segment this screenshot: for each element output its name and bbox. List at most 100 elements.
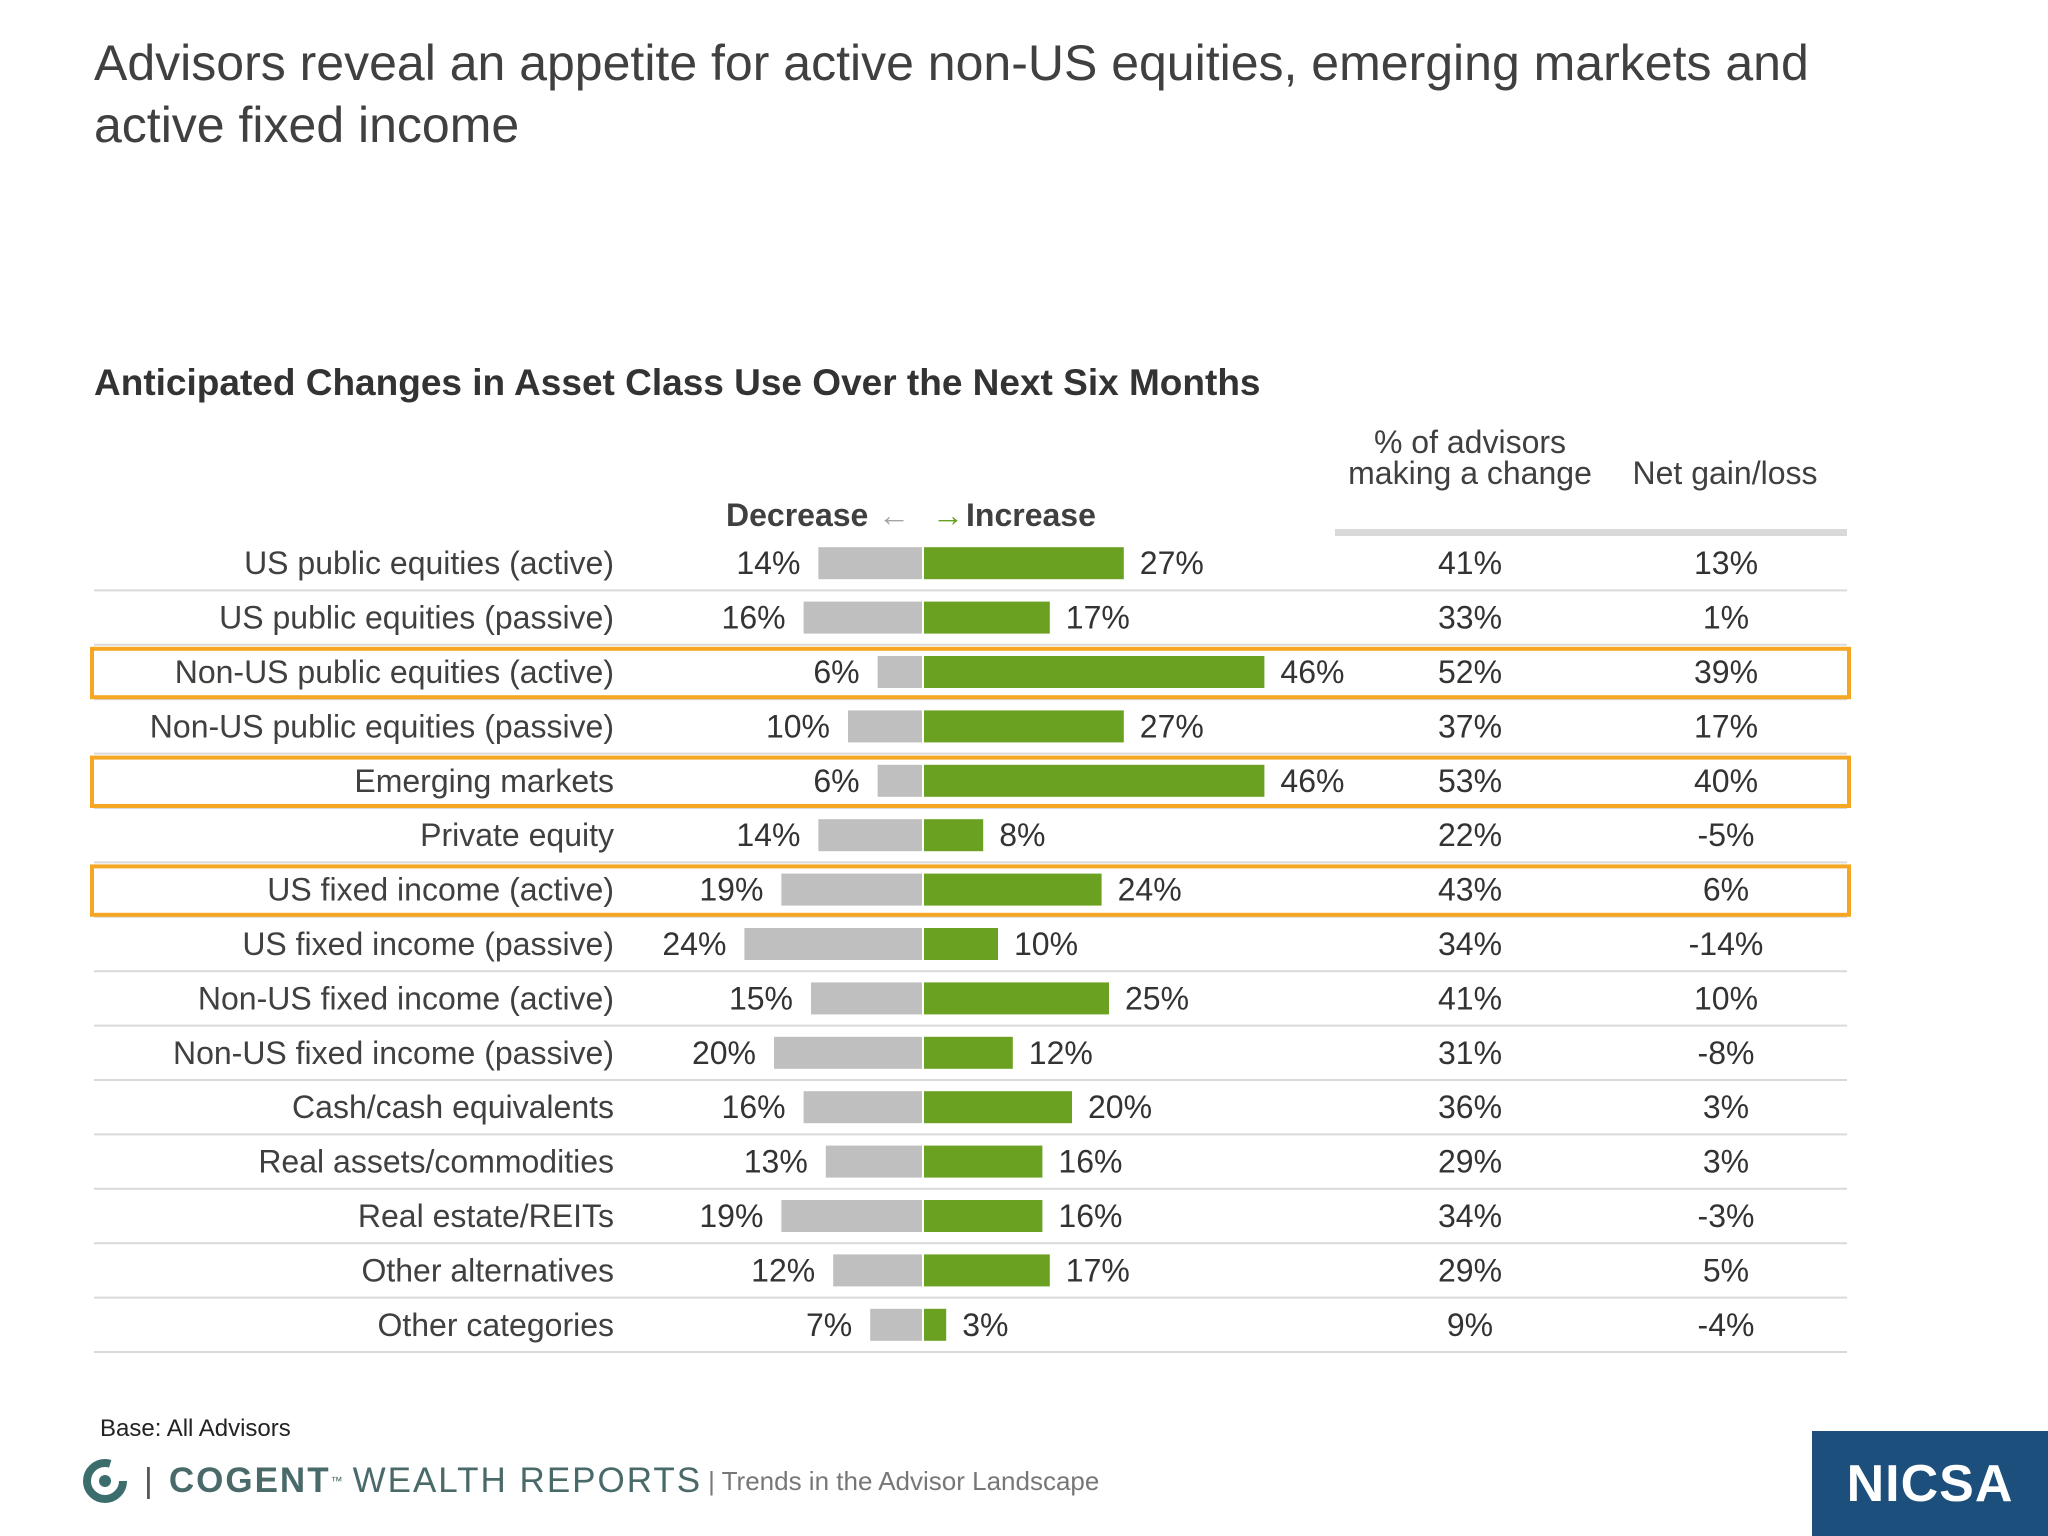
- category-label: Real estate/REITs: [358, 1198, 614, 1234]
- nicsa-logo: NICSA: [1812, 1431, 2048, 1536]
- category-label: Real assets/commodities: [258, 1144, 614, 1180]
- brand-subtitle: WEALTH REPORTS: [352, 1461, 703, 1500]
- increase-bar: [924, 873, 1102, 906]
- net-gain-loss-value: -4%: [1698, 1307, 1755, 1343]
- net-gain-loss-value: 1%: [1703, 600, 1749, 636]
- increase-value-label: 3%: [962, 1307, 1008, 1343]
- net-gain-loss-value: 40%: [1694, 763, 1758, 799]
- brand-tagline: | Trends in the Advisor Landscape: [708, 1465, 1100, 1496]
- highlight-box: [90, 646, 1851, 700]
- increase-value-label: 27%: [1140, 708, 1204, 744]
- percent-making-change-value: 22%: [1438, 817, 1502, 853]
- increase-bar: [924, 1036, 1013, 1069]
- net-gain-loss-value: 3%: [1703, 1089, 1749, 1125]
- column-header-percent-making-change: % of advisors making a change: [1348, 424, 1592, 491]
- category-label: US public equities (passive): [219, 600, 614, 636]
- base-note: Base: All Advisors: [100, 1415, 291, 1442]
- decrease-value-label: 14%: [736, 545, 800, 581]
- brand-trademark: ™: [330, 1474, 343, 1488]
- cogent-swirl-icon: [83, 1459, 127, 1503]
- percent-making-change-value: 29%: [1438, 1252, 1502, 1288]
- decrease-value-label: 16%: [722, 600, 786, 636]
- percent-making-change-value: 36%: [1438, 1089, 1502, 1125]
- percent-making-change-value: 9%: [1447, 1307, 1493, 1343]
- brand-separator: |: [144, 1461, 153, 1500]
- category-label: Non-US fixed income (passive): [173, 1035, 614, 1071]
- decrease-value-label: 12%: [751, 1252, 815, 1288]
- net-gain-loss-value: 5%: [1703, 1252, 1749, 1288]
- category-label: US public equities (active): [244, 545, 614, 581]
- category-label: Non-US public equities (active): [175, 654, 614, 690]
- decrease-bar: [833, 1254, 922, 1287]
- net-gain-loss-value: -8%: [1698, 1035, 1755, 1071]
- decrease-value-label: 6%: [813, 654, 859, 690]
- brand-name: COGENT: [168, 1461, 331, 1500]
- increase-bar: [924, 547, 1124, 580]
- net-gain-loss-value: 17%: [1694, 708, 1758, 744]
- percent-making-change-value: 41%: [1438, 980, 1502, 1016]
- category-label: US fixed income (active): [267, 872, 614, 908]
- decrease-value-label: 16%: [722, 1089, 786, 1125]
- increase-value-label: 20%: [1088, 1089, 1152, 1125]
- decrease-value-label: 14%: [736, 817, 800, 853]
- increase-value-label: 27%: [1140, 545, 1204, 581]
- decrease-label: Decrease: [726, 497, 869, 533]
- decrease-bar: [870, 1308, 922, 1341]
- percent-making-change-value: 31%: [1438, 1035, 1502, 1071]
- percent-making-change-value: 52%: [1438, 654, 1502, 690]
- decrease-bar: [803, 601, 922, 634]
- net-gain-loss-value: 6%: [1703, 872, 1749, 908]
- slide-title: Advisors reveal an appetite for active n…: [94, 35, 1809, 153]
- increase-value-label: 17%: [1066, 600, 1130, 636]
- increase-bar: [924, 1200, 1043, 1232]
- decrease-bar: [811, 982, 922, 1015]
- decrease-bar: [848, 710, 922, 743]
- increase-bar: [924, 710, 1124, 743]
- category-label: Non-US fixed income (active): [198, 980, 614, 1016]
- category-label: Other alternatives: [361, 1252, 614, 1288]
- increase-value-label: 17%: [1066, 1252, 1130, 1288]
- increase-bar: [924, 656, 1265, 688]
- increase-bar: [924, 982, 1109, 1015]
- net-gain-loss-value: 39%: [1694, 654, 1758, 690]
- category-label: Non-US public equities (passive): [150, 708, 614, 744]
- arrow-left-icon: ←: [878, 497, 910, 533]
- percent-making-change-value: 34%: [1438, 926, 1502, 962]
- category-label: Emerging markets: [354, 763, 614, 799]
- header-rule: [1335, 529, 1847, 536]
- decrease-value-label: 6%: [813, 763, 859, 799]
- highlight-box: [90, 755, 1851, 808]
- increase-bar: [924, 1145, 1043, 1178]
- decrease-value-label: 7%: [806, 1307, 852, 1343]
- increase-value-label: 16%: [1058, 1144, 1122, 1180]
- net-gain-loss-value: -14%: [1689, 926, 1764, 962]
- decrease-value-label: 13%: [744, 1144, 808, 1180]
- percent-making-change-value: 34%: [1438, 1198, 1502, 1234]
- percent-making-change-value: 37%: [1438, 708, 1502, 744]
- decrease-value-label: 19%: [699, 872, 763, 908]
- percent-making-change-value: 53%: [1438, 763, 1502, 799]
- net-gain-loss-value: -5%: [1698, 817, 1755, 853]
- decrease-value-label: 24%: [662, 926, 726, 962]
- decrease-bar: [744, 928, 922, 960]
- increase-value-label: 10%: [1014, 926, 1078, 962]
- increase-bar: [924, 601, 1050, 634]
- increase-bar: [924, 764, 1265, 797]
- percent-making-change-value: 29%: [1438, 1144, 1502, 1180]
- highlight-box: [90, 864, 1851, 917]
- decrease-bar: [818, 547, 922, 580]
- decrease-bar: [781, 1200, 922, 1232]
- decrease-bar: [781, 873, 922, 906]
- increase-bar: [924, 928, 998, 960]
- net-gain-loss-value: 10%: [1694, 980, 1758, 1016]
- decrease-bar: [818, 819, 922, 852]
- percent-making-change-value: 41%: [1438, 545, 1502, 581]
- net-gain-loss-value: 13%: [1694, 545, 1758, 581]
- brand-footer: | COGENT ™ WEALTH REPORTS | Trends in th…: [80, 1458, 1099, 1504]
- increase-value-label: 16%: [1058, 1198, 1122, 1234]
- increase-value-label: 12%: [1029, 1035, 1093, 1071]
- category-label: Cash/cash equivalents: [292, 1089, 614, 1125]
- net-gain-loss-value: -3%: [1698, 1198, 1755, 1234]
- percent-making-change-value: 33%: [1438, 600, 1502, 636]
- increase-value-label: 46%: [1280, 763, 1344, 799]
